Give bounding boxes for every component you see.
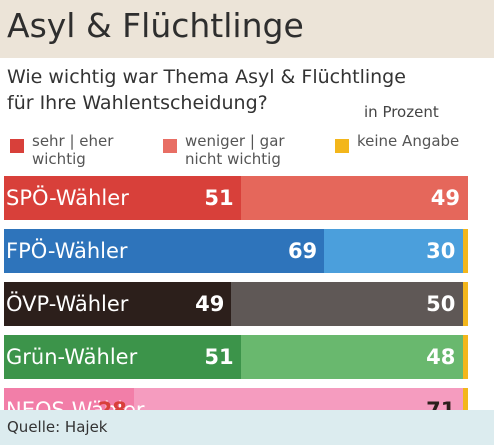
bar-category-label: FPÖ-Wähler	[6, 239, 128, 263]
bar-category-label: SPÖ-Wähler	[6, 186, 129, 210]
bar-segment-important	[4, 229, 325, 273]
bar-segment-unimportant	[240, 335, 464, 379]
bar-segment-unimportant	[240, 176, 468, 220]
subtitle-line-1: Wie wichtig war Thema Asyl & Flüchtlinge	[7, 66, 406, 88]
bar-category-label: Grün-Wähler	[6, 345, 138, 369]
bar-chart: SPÖ-Wähler 51 49 FPÖ-Wähler 69 30 ÖVP-Wähler 49…	[0, 176, 494, 432]
legend-swatch-unimportant	[163, 139, 177, 153]
unit-label: in Prozent	[364, 103, 439, 121]
value-label-important: 49	[195, 292, 225, 316]
bar-segment-important	[4, 335, 241, 379]
bar-segment-no-answer	[463, 282, 468, 326]
footer: Quelle: Hajek	[0, 410, 494, 445]
chart-title: Asyl & Flüchtlinge	[7, 6, 304, 45]
source-note: Quelle: Hajek	[7, 418, 108, 436]
bar-segment-no-answer	[463, 335, 468, 379]
value-label-unimportant: 48	[426, 345, 456, 369]
value-label-unimportant: 49	[430, 186, 460, 210]
legend-swatch-no-answer	[335, 139, 349, 153]
legend-swatch-important	[10, 139, 24, 153]
bar-segment-unimportant	[324, 229, 464, 273]
bar-category-label: ÖVP-Wähler	[6, 292, 129, 316]
value-label-important: 69	[287, 239, 318, 263]
value-label-unimportant: 50	[426, 292, 456, 316]
value-label-important: 51	[204, 186, 234, 210]
chart-subtitle: Wie wichtig war Thema Asyl & Flüchtlinge…	[7, 64, 406, 116]
title-banner: Asyl & Flüchtlinge	[0, 0, 494, 58]
subtitle-line-2: für Ihre Wahlentscheidung?	[7, 92, 268, 114]
bar-segment-important	[4, 282, 232, 326]
legend-label-important: sehr | eher wichtig	[32, 132, 114, 168]
value-label-important: 51	[204, 345, 234, 369]
legend-label-unimportant: weniger | gar nicht wichtig	[185, 132, 285, 168]
bar-segment-important	[4, 176, 241, 220]
legend-label-no-answer: keine Angabe	[357, 132, 460, 150]
bar-segment-unimportant	[231, 282, 464, 326]
bar-segment-no-answer	[463, 229, 468, 273]
value-label-unimportant: 30	[426, 239, 456, 263]
